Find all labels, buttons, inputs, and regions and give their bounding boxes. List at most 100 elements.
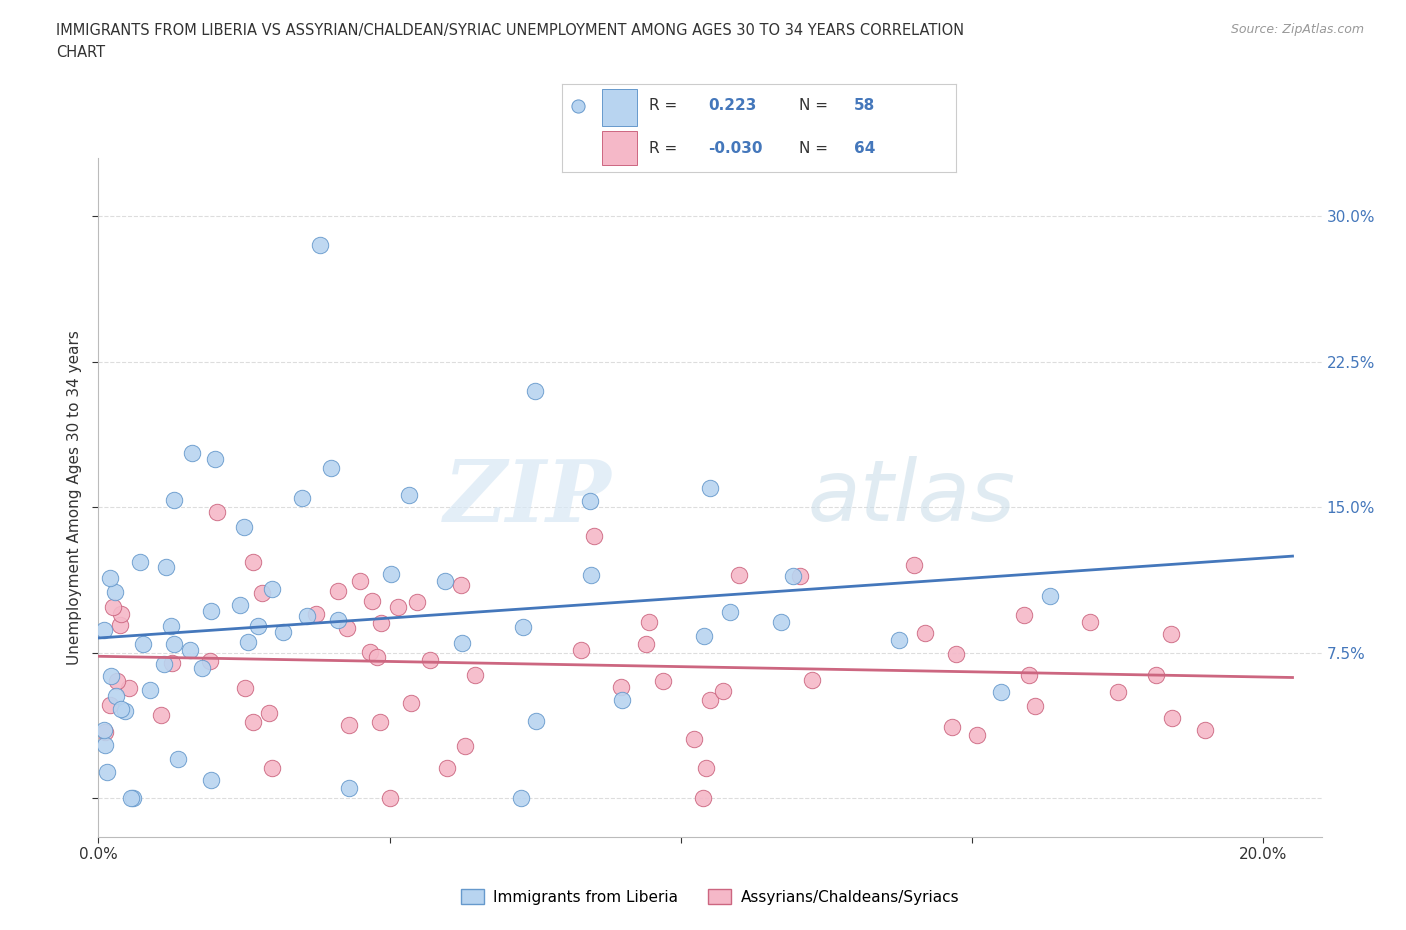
- Point: [155, 560, 177, 575]
- Text: R =: R =: [650, 99, 678, 113]
- Point: [118, 681, 141, 696]
- Point: [166, 751, 188, 766]
- Point: [966, 727, 988, 742]
- Point: [398, 487, 420, 502]
- Point: [238, 634, 260, 649]
- Point: [360, 645, 382, 660]
- Point: [198, 654, 221, 669]
- Point: [692, 790, 714, 805]
- Point: [509, 790, 531, 805]
- Point: [1160, 626, 1182, 641]
- Point: [163, 493, 186, 508]
- Point: [242, 714, 264, 729]
- Point: [579, 494, 602, 509]
- Point: [569, 643, 592, 658]
- Point: [990, 684, 1012, 699]
- Point: [101, 600, 124, 615]
- Point: [304, 606, 326, 621]
- Point: [114, 704, 136, 719]
- Text: -0.030: -0.030: [709, 140, 762, 155]
- Point: [728, 567, 751, 582]
- Point: [370, 615, 392, 630]
- Point: [1161, 711, 1184, 725]
- Point: [699, 693, 721, 708]
- Point: [132, 637, 155, 652]
- Text: N =: N =: [799, 140, 828, 155]
- Point: [229, 598, 252, 613]
- Point: [94, 724, 117, 739]
- Point: [683, 732, 706, 747]
- Point: [380, 566, 402, 581]
- Point: [326, 583, 349, 598]
- Point: [242, 555, 264, 570]
- Point: [524, 713, 547, 728]
- Point: [100, 668, 122, 683]
- Point: [200, 604, 222, 618]
- Point: [233, 519, 256, 534]
- Point: [337, 717, 360, 732]
- Point: [98, 698, 121, 712]
- Point: [387, 600, 409, 615]
- Point: [651, 673, 673, 688]
- Point: [1194, 723, 1216, 737]
- Point: [914, 626, 936, 641]
- Point: [380, 790, 402, 805]
- Point: [419, 653, 441, 668]
- Point: [121, 790, 143, 805]
- Text: 58: 58: [853, 99, 875, 113]
- Point: [711, 684, 734, 698]
- Point: [93, 622, 115, 637]
- Point: [291, 490, 314, 505]
- Point: [406, 594, 429, 609]
- Point: [180, 445, 202, 460]
- Point: [782, 568, 804, 583]
- Point: [464, 668, 486, 683]
- Point: [260, 581, 283, 596]
- Point: [204, 451, 226, 466]
- Point: [512, 620, 534, 635]
- Point: [769, 615, 792, 630]
- Point: [567, 99, 589, 113]
- Point: [450, 578, 472, 592]
- Point: [451, 635, 474, 650]
- Point: [1146, 668, 1168, 683]
- Point: [108, 618, 131, 632]
- Point: [191, 660, 214, 675]
- Point: [98, 571, 121, 586]
- Point: [801, 672, 824, 687]
- Point: [129, 555, 152, 570]
- Point: [903, 558, 925, 573]
- Point: [436, 760, 458, 775]
- Point: [887, 632, 910, 647]
- Text: N =: N =: [799, 99, 828, 113]
- Text: IMMIGRANTS FROM LIBERIA VS ASSYRIAN/CHALDEAN/SYRIAC UNEMPLOYMENT AMONG AGES 30 T: IMMIGRANTS FROM LIBERIA VS ASSYRIAN/CHAL…: [56, 23, 965, 38]
- Point: [524, 383, 547, 398]
- Point: [179, 643, 201, 658]
- Point: [579, 567, 602, 582]
- Point: [200, 773, 222, 788]
- Point: [366, 649, 388, 664]
- Point: [159, 618, 181, 633]
- Point: [789, 568, 811, 583]
- Point: [1078, 615, 1101, 630]
- Point: [695, 760, 717, 775]
- Text: atlas: atlas: [808, 456, 1017, 539]
- Text: 64: 64: [853, 140, 875, 155]
- Y-axis label: Unemployment Among Ages 30 to 34 years: Unemployment Among Ages 30 to 34 years: [66, 330, 82, 665]
- Point: [1018, 668, 1040, 683]
- Point: [246, 618, 269, 633]
- Point: [434, 573, 457, 588]
- Point: [110, 606, 132, 621]
- Point: [1107, 684, 1129, 699]
- Point: [610, 680, 633, 695]
- Point: [235, 681, 257, 696]
- Point: [160, 656, 183, 671]
- Bar: [602, 131, 637, 165]
- Bar: [602, 89, 637, 126]
- Point: [337, 781, 360, 796]
- Point: [105, 673, 128, 688]
- Point: [638, 615, 661, 630]
- Point: [1024, 698, 1046, 713]
- Text: ZIP: ZIP: [444, 456, 612, 539]
- Text: 0.223: 0.223: [709, 99, 756, 113]
